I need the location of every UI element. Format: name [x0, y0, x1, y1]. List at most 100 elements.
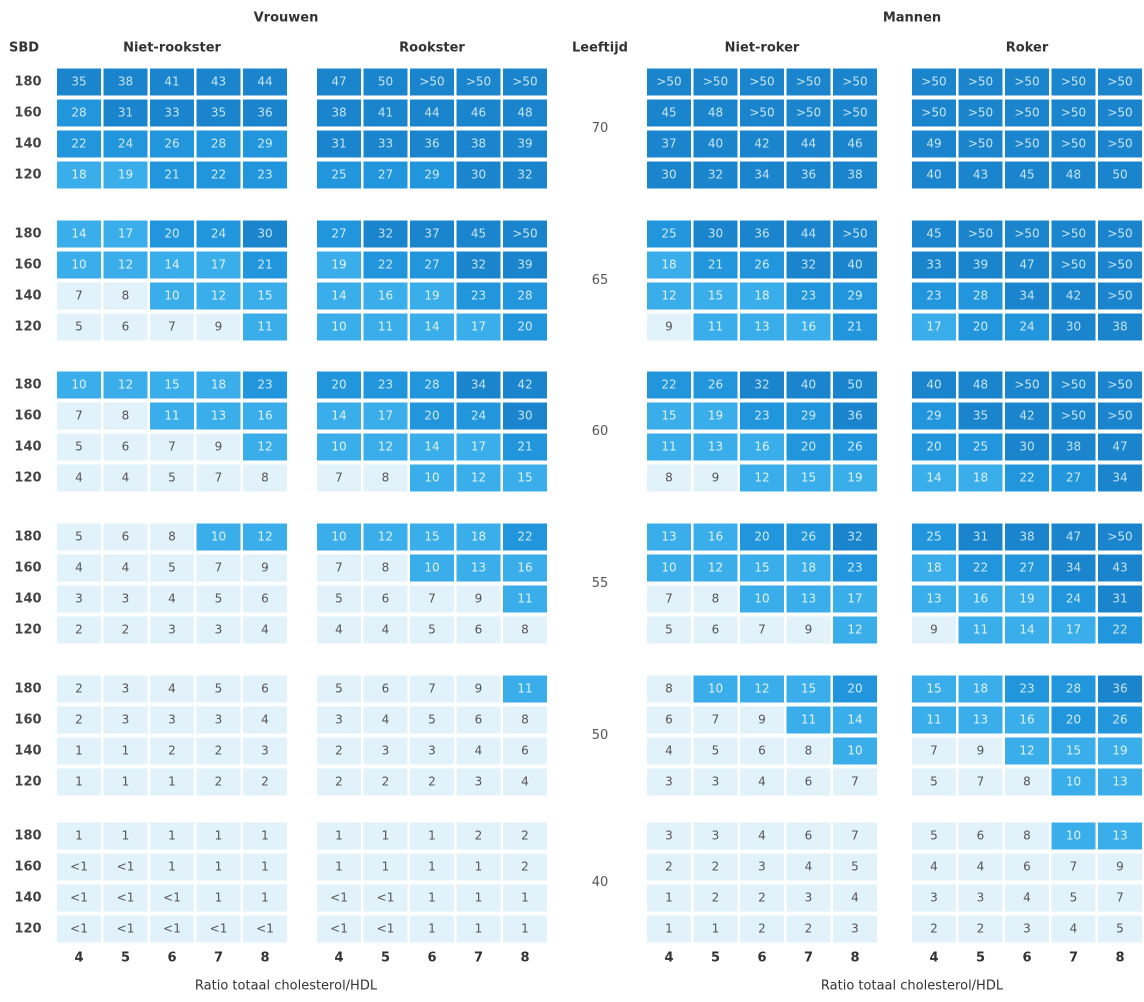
- risk-cell: [503, 433, 547, 461]
- risk-cell: [243, 68, 287, 96]
- risk-cell: [693, 433, 738, 461]
- risk-value: 13: [708, 440, 723, 454]
- risk-value: 39: [973, 258, 988, 272]
- risk-value: 3: [122, 682, 130, 696]
- risk-value: 16: [973, 592, 988, 606]
- x-tick-label: 8: [1115, 951, 1124, 966]
- x-tick-label: 8: [260, 951, 269, 966]
- risk-cell: [57, 884, 101, 912]
- risk-cell: [456, 313, 501, 341]
- risk-cell: [1051, 161, 1096, 189]
- risk-value: 49: [926, 137, 941, 151]
- risk-cell: [740, 616, 784, 644]
- risk-value: >50: [1061, 75, 1086, 89]
- risk-value: 5: [930, 829, 938, 843]
- risk-cell: [363, 884, 408, 912]
- risk-value: 19: [424, 289, 439, 303]
- risk-cell: [317, 371, 361, 399]
- risk-cell: [647, 768, 691, 796]
- risk-cell: [740, 915, 784, 943]
- risk-cell: [912, 220, 956, 248]
- risk-cell: [1098, 433, 1142, 461]
- risk-cell: [456, 768, 501, 796]
- risk-value: 10: [1066, 775, 1081, 789]
- x-tick-label: 5: [976, 951, 985, 966]
- risk-value: 38: [471, 137, 486, 151]
- risk-cell: [243, 99, 287, 127]
- risk-cell: [196, 99, 241, 127]
- risk-cell: [1005, 402, 1049, 430]
- risk-value: 6: [805, 775, 813, 789]
- risk-cell: [243, 251, 287, 279]
- risk-value: 20: [164, 227, 179, 241]
- risk-cell: [693, 402, 738, 430]
- risk-cell: [196, 737, 241, 765]
- risk-cell: [740, 220, 784, 248]
- risk-cell: [833, 161, 877, 189]
- risk-value: 30: [257, 227, 272, 241]
- risk-cell: [958, 464, 1003, 492]
- risk-value: >50: [842, 75, 867, 89]
- risk-cell: [1051, 282, 1096, 310]
- risk-value: 9: [215, 320, 223, 334]
- risk-cell: [740, 99, 784, 127]
- risk-value: 10: [847, 744, 862, 758]
- risk-value: 6: [977, 829, 985, 843]
- risk-cell: [912, 706, 956, 734]
- risk-cell: [243, 371, 287, 399]
- x-tick-label: 4: [334, 951, 343, 966]
- risk-cell: [833, 853, 877, 881]
- risk-value: 1: [168, 860, 176, 874]
- risk-value: 20: [331, 378, 346, 392]
- risk-value: >50: [1061, 137, 1086, 151]
- risk-cell: [786, 433, 831, 461]
- risk-value: 2: [335, 744, 343, 758]
- risk-cell: [1098, 585, 1142, 613]
- risk-cell: [196, 706, 241, 734]
- risk-cell: [1051, 616, 1096, 644]
- risk-value: 28: [973, 289, 988, 303]
- risk-value: 17: [926, 320, 941, 334]
- risk-cell: [243, 616, 287, 644]
- risk-cell: [503, 161, 547, 189]
- age-label: 70: [592, 121, 609, 136]
- risk-value: 22: [517, 530, 532, 544]
- risk-value: 4: [977, 860, 985, 874]
- risk-cell: [693, 99, 738, 127]
- risk-value: 23: [257, 168, 272, 182]
- sbd-label: 140: [14, 440, 41, 455]
- risk-cell: [647, 675, 691, 703]
- risk-value: 10: [331, 530, 346, 544]
- risk-value: 20: [801, 440, 816, 454]
- risk-value: 8: [665, 682, 673, 696]
- risk-cell: [57, 433, 101, 461]
- risk-cell: [912, 433, 956, 461]
- risk-cell: [243, 675, 287, 703]
- x-tick-label: 4: [74, 951, 83, 966]
- risk-cell: [57, 554, 101, 582]
- risk-value: 10: [71, 378, 86, 392]
- risk-cell: [833, 251, 877, 279]
- risk-value: 3: [712, 775, 720, 789]
- risk-cell: [693, 130, 738, 158]
- risk-value: 7: [428, 682, 436, 696]
- risk-value: 13: [926, 592, 941, 606]
- risk-value: 22: [661, 378, 676, 392]
- risk-value: 2: [977, 922, 985, 936]
- sbd-label: 180: [14, 378, 41, 393]
- risk-cell: [833, 915, 877, 943]
- risk-value: 2: [805, 922, 813, 936]
- risk-cell: [410, 822, 454, 850]
- risk-value: 11: [378, 320, 393, 334]
- risk-value: 14: [424, 320, 439, 334]
- risk-value: <1: [163, 891, 181, 905]
- risk-value: 7: [758, 623, 766, 637]
- risk-cell: [503, 523, 547, 551]
- risk-value: 12: [257, 440, 272, 454]
- risk-cell: [1051, 402, 1096, 430]
- risk-value: 9: [930, 623, 938, 637]
- risk-value: 26: [801, 530, 816, 544]
- risk-cell: [363, 282, 408, 310]
- risk-cell: [103, 616, 148, 644]
- risk-cell: [456, 822, 501, 850]
